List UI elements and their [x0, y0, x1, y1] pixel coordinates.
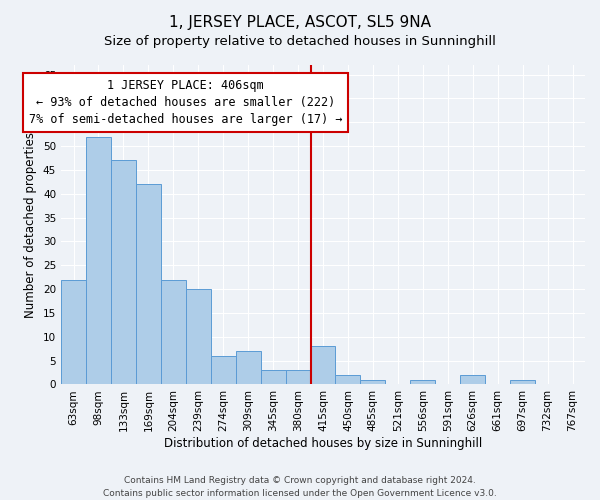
Bar: [111, 160, 136, 384]
Bar: [335, 375, 361, 384]
Bar: [361, 380, 385, 384]
X-axis label: Distribution of detached houses by size in Sunninghill: Distribution of detached houses by size …: [164, 437, 482, 450]
Bar: [286, 370, 311, 384]
Bar: [61, 280, 86, 384]
Bar: [311, 346, 335, 385]
Bar: [186, 289, 211, 384]
Bar: [410, 380, 435, 384]
Bar: [136, 184, 161, 384]
Text: Contains HM Land Registry data © Crown copyright and database right 2024.
Contai: Contains HM Land Registry data © Crown c…: [103, 476, 497, 498]
Bar: [86, 136, 111, 384]
Bar: [211, 356, 236, 384]
Text: 1, JERSEY PLACE, ASCOT, SL5 9NA: 1, JERSEY PLACE, ASCOT, SL5 9NA: [169, 15, 431, 30]
Text: 1 JERSEY PLACE: 406sqm
← 93% of detached houses are smaller (222)
7% of semi-det: 1 JERSEY PLACE: 406sqm ← 93% of detached…: [29, 80, 343, 126]
Y-axis label: Number of detached properties: Number of detached properties: [25, 132, 37, 318]
Bar: [236, 351, 260, 384]
Bar: [510, 380, 535, 384]
Bar: [260, 370, 286, 384]
Text: Size of property relative to detached houses in Sunninghill: Size of property relative to detached ho…: [104, 35, 496, 48]
Bar: [161, 280, 186, 384]
Bar: [460, 375, 485, 384]
